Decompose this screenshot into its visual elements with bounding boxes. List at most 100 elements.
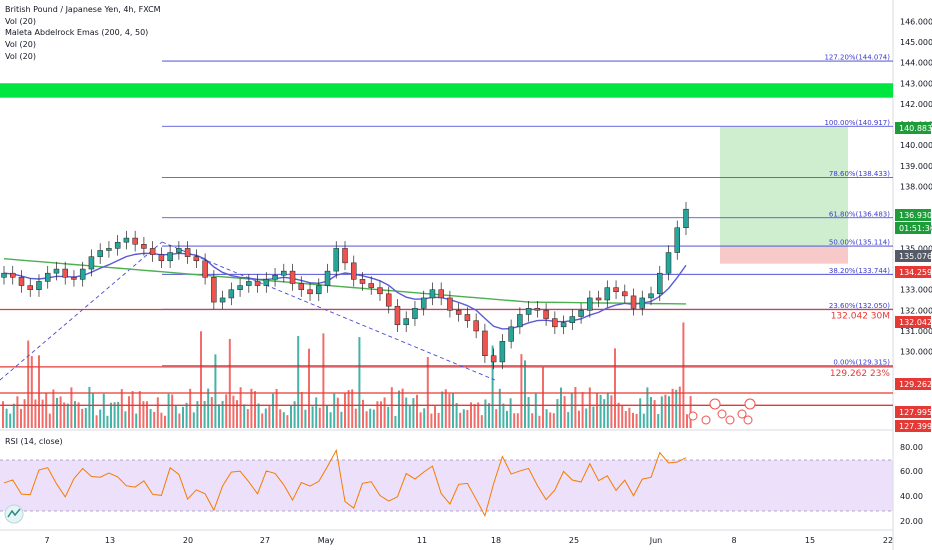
volume-bar (437, 412, 440, 428)
volume-bar (84, 407, 87, 428)
volume-bar (477, 402, 480, 428)
candle-body (499, 341, 506, 363)
volume-bar (459, 412, 462, 428)
volume-bar (689, 396, 692, 428)
event-marker (709, 398, 721, 410)
fib-label: 100.00%(140.917) (824, 119, 890, 127)
volume-bar (27, 340, 30, 428)
candles (1, 201, 689, 370)
volume-bar (484, 399, 487, 428)
candle-body (587, 297, 593, 311)
candle-body (184, 248, 191, 257)
volume-bar (520, 354, 523, 428)
volume-bar (639, 398, 642, 428)
volume-bar (524, 360, 526, 428)
candle-body (525, 308, 532, 315)
volume-bar (376, 401, 379, 428)
price-tags: 140.883 136.930 01:51:36 135.076 134.259 132.… (895, 122, 932, 432)
volume-bar (250, 388, 253, 428)
volume-bar (218, 404, 220, 428)
candle-body (508, 326, 514, 342)
volume-bar (333, 393, 336, 428)
candle-body (141, 244, 147, 249)
volume-bar (311, 406, 314, 428)
candle-body (132, 237, 138, 245)
price-tag-label: 136.930 (899, 211, 932, 220)
volume-bar (246, 409, 249, 428)
volume-bar (261, 413, 264, 428)
volume-bar (617, 402, 620, 428)
volume-bar (599, 394, 602, 428)
time-tick: 20 (183, 536, 193, 545)
position-stop-area (720, 246, 848, 264)
volume-bar (225, 394, 228, 428)
volume-bar (167, 393, 170, 428)
volume-bar (77, 402, 80, 428)
time-tick: 7 (44, 536, 49, 545)
volume-bar (131, 391, 134, 428)
volume-bar (264, 408, 267, 428)
price-tick: 140.000 (900, 141, 932, 150)
volume-bar (59, 396, 62, 428)
volume-bar (279, 409, 282, 428)
candle-body (307, 289, 313, 295)
time-tick: 27 (260, 536, 270, 545)
candle-body (657, 272, 663, 295)
volume-bar (174, 405, 177, 428)
volume-bar (398, 390, 400, 428)
volume-bar (516, 413, 519, 428)
trendline-rise (0, 241, 163, 381)
volume-bar (182, 406, 184, 428)
volume-bar (473, 404, 476, 428)
volume-bar (632, 412, 634, 428)
candle-body (167, 252, 173, 262)
candle-body (9, 272, 16, 278)
volume-bar (455, 403, 458, 428)
price-tag-box (895, 406, 931, 418)
candle-body (438, 289, 444, 299)
volume-bar (344, 393, 346, 428)
price-tick: 135.000 (900, 244, 932, 253)
price-tag-label: 127.399 (899, 422, 932, 431)
price-tag-label: 01:51:36 (899, 224, 932, 233)
candle-body (342, 248, 348, 264)
volume-bar (318, 407, 321, 428)
volume-bar (138, 391, 141, 428)
price-axis: 146.000145.000144.000143.000142.000141.0… (900, 17, 932, 356)
volume-bar (560, 387, 562, 428)
candle-body (123, 237, 130, 243)
volume-bar (45, 392, 48, 428)
indicator-label: Maleta Abdelrock Emas (200, 4, 50) (5, 28, 148, 37)
candle-body (429, 289, 436, 299)
volume-bar (329, 412, 332, 428)
rsi-tick: 20.00 (900, 517, 923, 526)
candle-body (473, 320, 479, 332)
time-tick: 13 (105, 536, 115, 545)
volume-bar (552, 413, 555, 428)
volume-bar (38, 355, 40, 428)
volume-bar (603, 399, 606, 428)
candle-body (97, 250, 103, 257)
volume-bar (272, 393, 274, 428)
event-marker (717, 409, 727, 419)
candle-body (53, 268, 60, 274)
volume-bar (578, 410, 580, 428)
volume-bar (304, 409, 307, 428)
volume-bar (419, 412, 422, 428)
volume-bar (34, 399, 37, 428)
fib-label: 61.80%(136.483) (829, 210, 890, 218)
candle-body (298, 283, 305, 290)
volume-bar (20, 408, 22, 428)
volume-bar (538, 415, 541, 428)
volume-bar (315, 397, 318, 428)
price-tag-box (895, 209, 931, 221)
time-axis: 7 13 20 27 May 11 18 25 Jun 8 15 22 (44, 536, 893, 545)
volume-bar (92, 393, 94, 428)
volume-bar (185, 402, 188, 428)
price-tag-label: 135.076 (899, 252, 932, 261)
volume-bar (232, 395, 235, 428)
time-tick: Jun (649, 536, 663, 545)
candle-body (359, 279, 366, 284)
volume-bar (340, 411, 343, 428)
volume-bar (207, 388, 210, 428)
